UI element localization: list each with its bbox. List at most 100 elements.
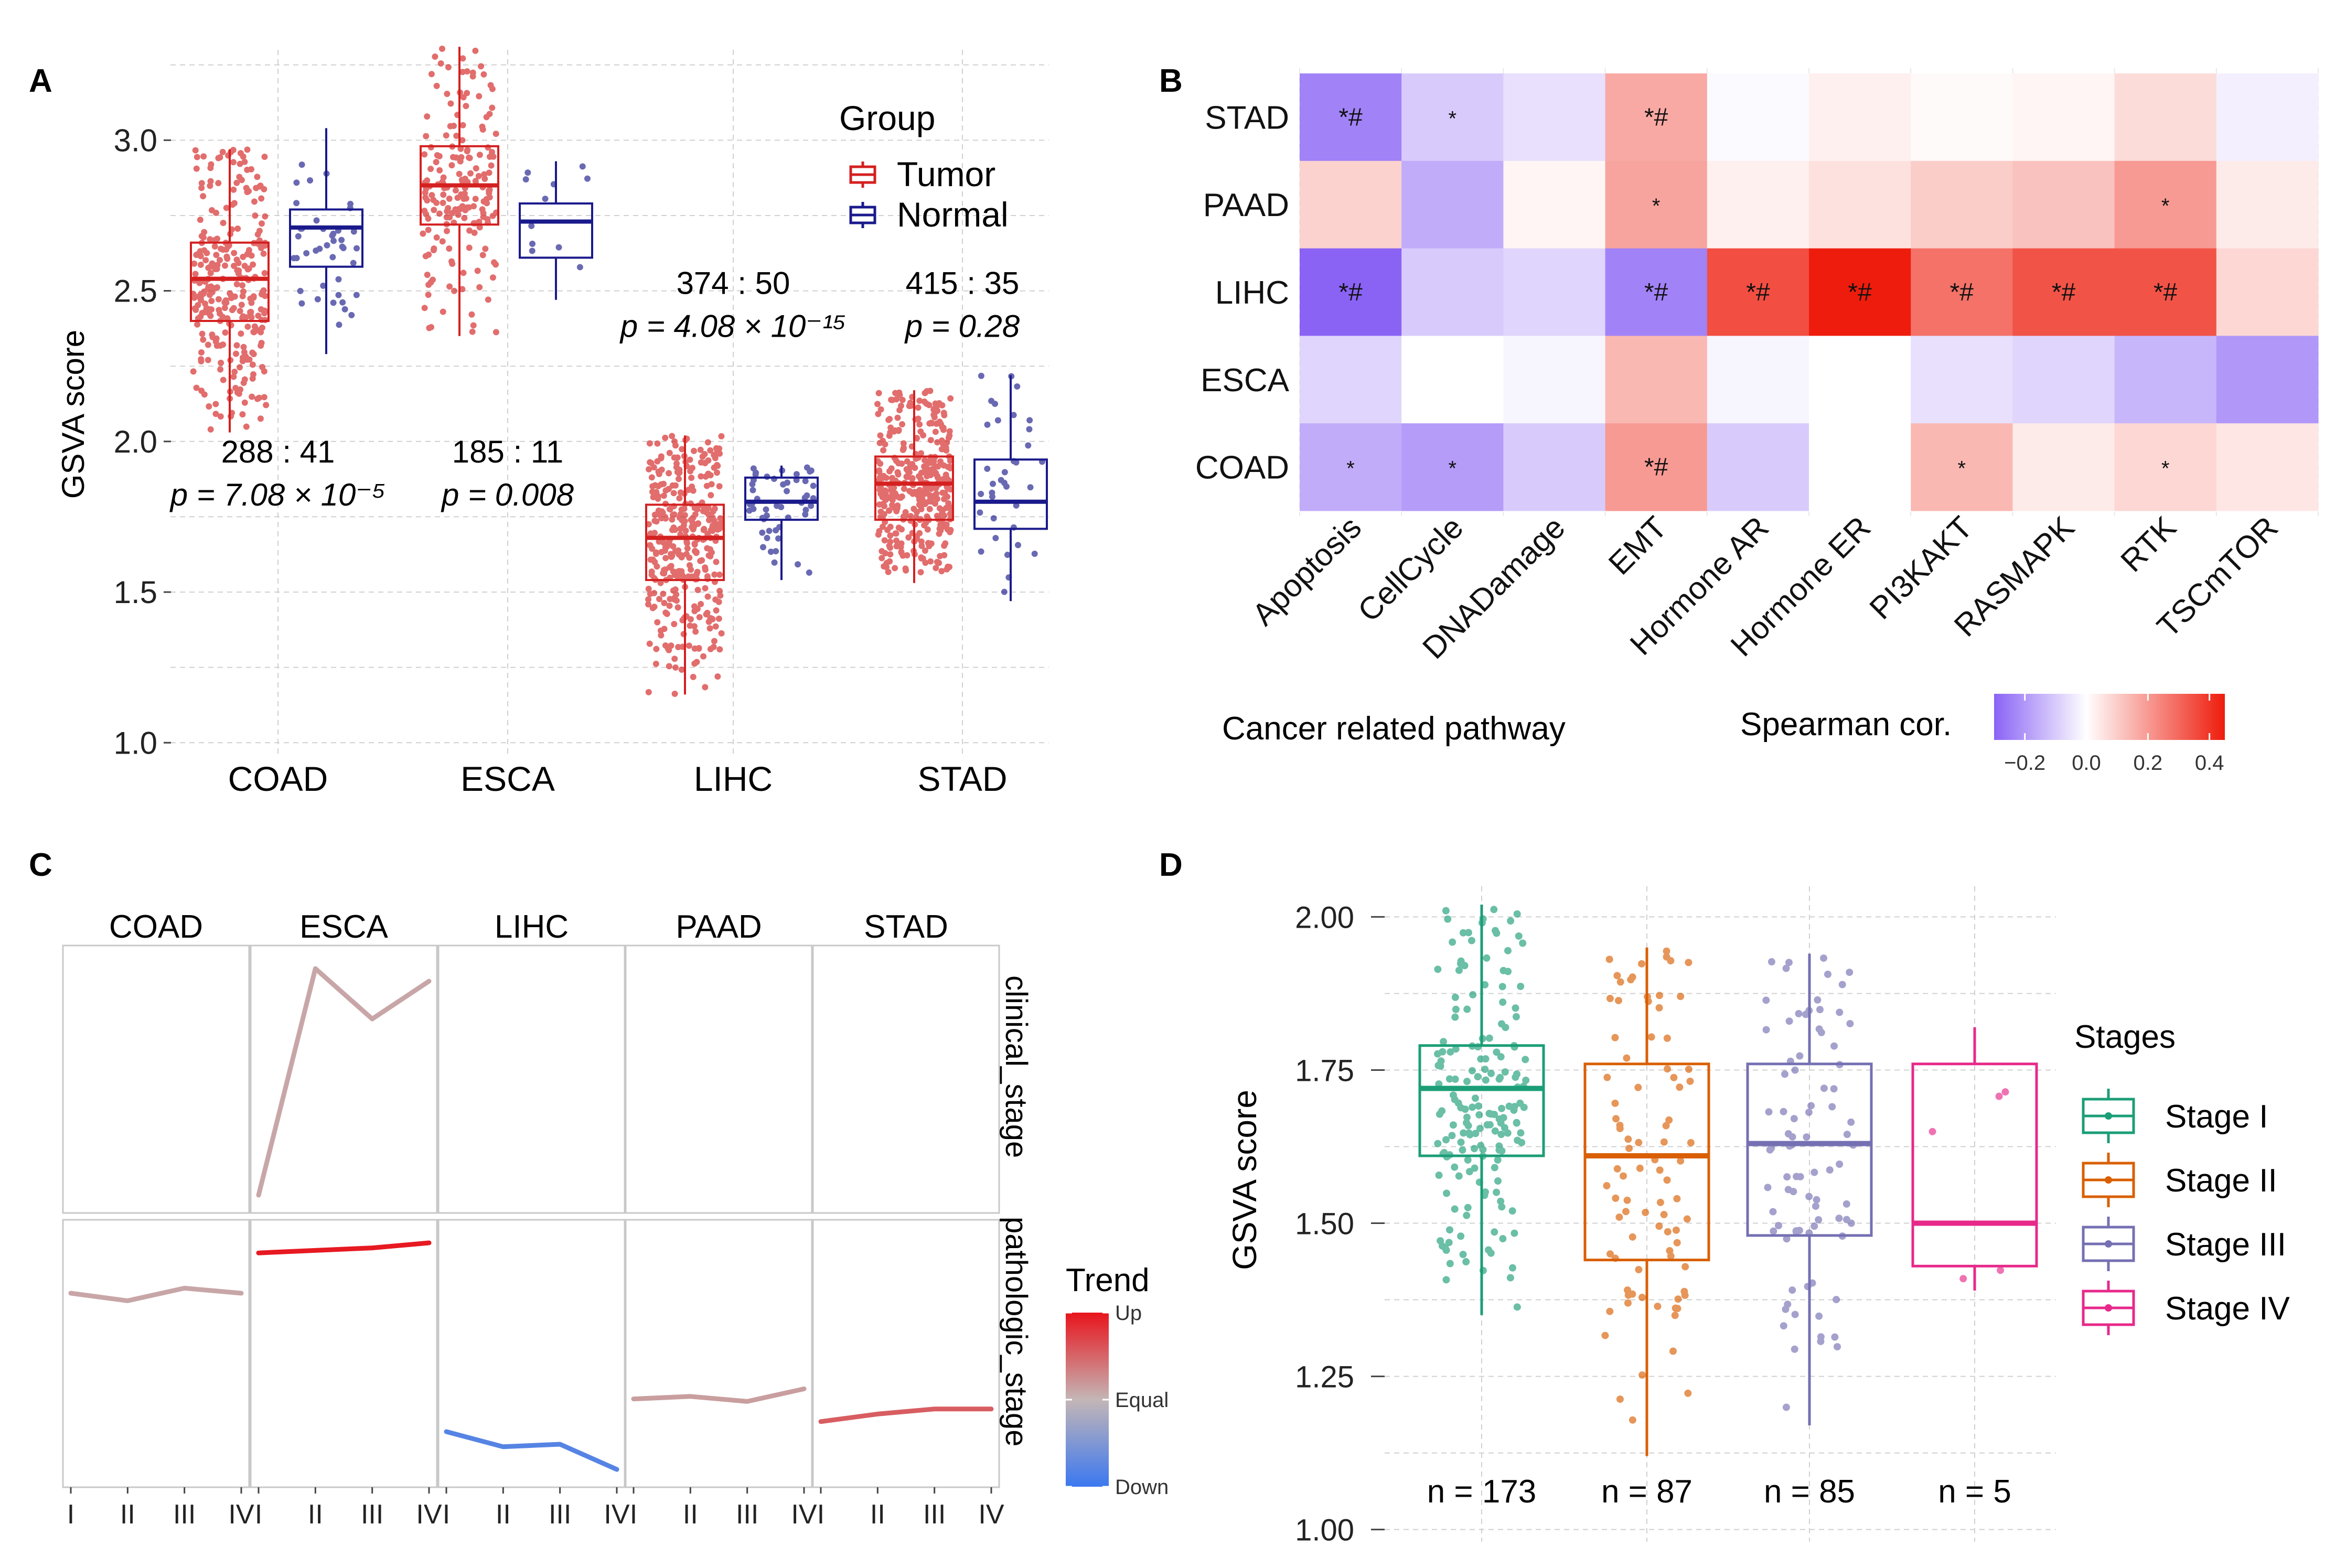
panel-d-y-axis-title: GSVA score [1226, 1090, 1263, 1270]
data-point [445, 64, 452, 71]
data-point [254, 174, 261, 180]
data-point [686, 562, 693, 568]
heatmap-cell-stad-rtk [2114, 73, 2217, 162]
significance-label: *# [1338, 278, 1363, 306]
heatmap-cell-stad-hormone-ar [1707, 73, 1809, 162]
heatmap-cell-fill [1809, 423, 1911, 511]
data-point [1522, 1077, 1530, 1084]
data-point [198, 185, 205, 191]
data-point [353, 292, 360, 298]
data-point [472, 178, 479, 185]
data-point [922, 501, 929, 508]
data-point [1010, 412, 1017, 418]
data-point [529, 248, 535, 254]
data-point [808, 502, 815, 509]
data-point [197, 248, 203, 255]
data-point [895, 471, 902, 478]
points-stage-iv [1929, 1088, 2009, 1283]
facet-frame [62, 944, 250, 1214]
legend-key-stage-iv [2082, 1281, 2135, 1335]
data-point [466, 155, 473, 162]
data-point [1501, 1068, 1509, 1076]
data-point [207, 178, 214, 185]
heatmap-cell-fill [2114, 336, 2217, 424]
data-point [934, 439, 941, 446]
heatmap-cell-fill [1707, 336, 1809, 424]
data-point [946, 564, 953, 571]
heatmap-cell-stad-dnadamage [1503, 73, 1606, 162]
facet-frame [250, 944, 438, 1214]
panel-d-counts: n = 173 n = 87 n = 85 n = 5 [1427, 1474, 2011, 1510]
data-point [260, 287, 267, 294]
data-point [443, 132, 449, 139]
panel-d-boxes [1418, 905, 2038, 1456]
data-point [714, 463, 721, 469]
data-point [1515, 932, 1523, 940]
data-point [940, 462, 947, 469]
data-point [984, 465, 991, 472]
data-point [668, 553, 674, 560]
data-point [1460, 1129, 1467, 1137]
box-stage-iv [1911, 1027, 2038, 1291]
heatmap-cell-paad-tscmtor [2216, 160, 2319, 249]
facet-column-paad: PAAD [676, 909, 762, 945]
data-point [672, 442, 679, 449]
data-point [479, 123, 486, 130]
row-label-coad: COAD [1195, 450, 1289, 486]
data-point [482, 245, 489, 252]
data-point [647, 530, 654, 537]
data-point [211, 243, 218, 250]
data-point [893, 543, 900, 550]
data-point [702, 585, 709, 592]
data-point [1445, 1239, 1453, 1247]
data-point [656, 470, 662, 477]
data-point [1517, 982, 1525, 990]
data-point [528, 222, 535, 229]
data-point [1025, 442, 1032, 449]
count-label-stage-iii: n = 85 [1764, 1474, 1855, 1510]
data-point [992, 534, 999, 541]
data-point [479, 206, 486, 213]
data-point [239, 293, 246, 299]
data-point [1434, 1140, 1442, 1147]
data-point [1660, 1138, 1668, 1146]
data-point [298, 300, 305, 307]
data-point [1464, 1156, 1472, 1164]
data-point [542, 196, 549, 202]
heatmap-cell-paad-cellcycle [1401, 160, 1504, 249]
facet-frame [625, 944, 813, 1214]
panel-a-annotations: 288 : 41 p = 7.08 × 10⁻⁵ 185 : 11 p = 0.008… [169, 265, 1020, 512]
data-point [259, 220, 265, 227]
data-point [1769, 1208, 1777, 1216]
data-point [481, 175, 488, 182]
data-point [1504, 947, 1512, 954]
data-point [1656, 1198, 1664, 1206]
y-tick-label: 1.00 [1295, 1513, 1354, 1548]
data-point [1785, 1017, 1793, 1025]
data-point [1511, 1229, 1518, 1237]
data-point [1452, 1005, 1460, 1013]
data-point [928, 486, 935, 492]
data-point [212, 265, 219, 272]
data-point [1792, 1227, 1800, 1235]
heatmap-cell-fill [2012, 336, 2115, 424]
data-point [886, 507, 893, 514]
data-point [916, 421, 923, 428]
data-point [1782, 1403, 1790, 1411]
box-lihc-tumor [645, 435, 725, 695]
box-coad-normal-body [289, 208, 363, 268]
x-tick-label-paad: IV [791, 1499, 817, 1530]
data-point [1031, 551, 1038, 557]
data-point [492, 329, 499, 336]
trend-legend-down: Down [1115, 1476, 1169, 1499]
data-point [1667, 957, 1675, 965]
data-point [1455, 1172, 1463, 1180]
data-point [218, 245, 224, 252]
data-point [676, 568, 682, 575]
data-point [256, 394, 263, 401]
data-point [234, 225, 241, 232]
data-point [699, 453, 706, 460]
panel-b-heatmap: B *# * *# * * *# *# *# *# *# *# *# * * *# * * STAD PAAD LI… [1159, 63, 2319, 775]
data-point [1463, 1113, 1471, 1121]
data-point [1782, 964, 1790, 972]
